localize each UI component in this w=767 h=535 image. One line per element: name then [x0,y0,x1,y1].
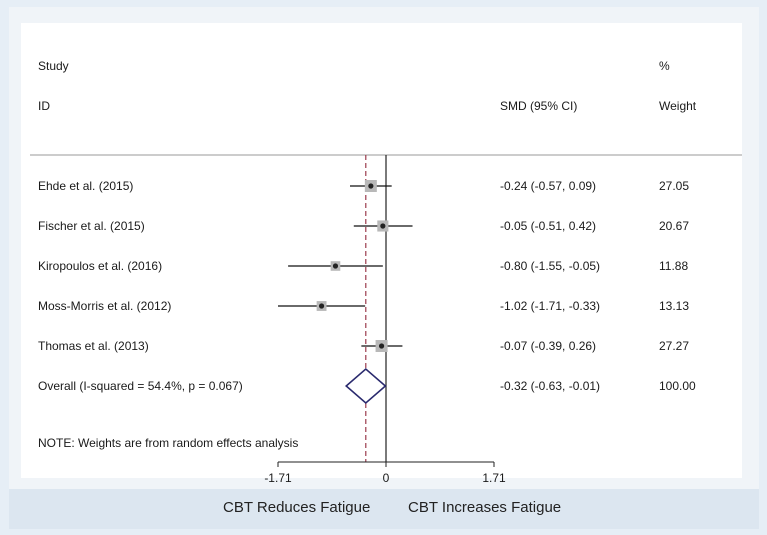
point-estimate [380,223,386,229]
footer-band [9,489,759,529]
header-smd: SMD (95% CI) [500,99,577,113]
study-label: Moss-Morris et al. (2012) [38,299,171,313]
point-estimate [318,303,325,309]
overall-diamond [344,367,387,405]
ci-text: -0.05 (-0.51, 0.42) [500,219,596,233]
study-label: Fischer et al. (2015) [38,219,145,233]
footer-right-label: CBT Increases Fatigue [408,499,562,516]
weight-text: 13.13 [659,299,689,313]
weight-text: 27.05 [659,179,689,193]
overall-label: Overall (I-squared = 54.4%, p = 0.067) [38,379,243,393]
overall-ci-text: -0.32 (-0.63, -0.01) [500,379,600,393]
plot-panel [21,23,742,478]
note-text: NOTE: Weights are from random effects an… [38,436,298,450]
point-estimate [332,263,339,269]
study-label: Thomas et al. (2013) [38,339,149,353]
ci-text: -0.07 (-0.39, 0.26) [500,339,596,353]
header-weight: Weight [659,99,697,113]
x-tick-label: 0 [383,471,390,485]
header-percent: % [659,59,670,73]
overall-weight-text: 100.00 [659,379,696,393]
weight-text: 27.27 [659,339,689,353]
header-id: ID [38,99,50,113]
point-estimate [378,343,385,349]
study-label: Ehde et al. (2015) [38,179,133,193]
weight-text: 20.67 [659,219,689,233]
x-tick-label: 1.71 [482,471,506,485]
point-estimate [368,183,374,189]
weight-text: 11.88 [659,259,688,273]
ci-text: -0.80 (-1.55, -0.05) [500,259,600,273]
study-label: Kiropoulos et al. (2016) [38,259,162,273]
forest-marks: -1.71 0 1.71 Ehde et al. (2015) -0.24 (-0.57… [38,155,696,485]
header-study: Study [38,59,69,73]
x-tick-label: -1.71 [264,471,292,485]
footer-left-label: CBT Reduces Fatigue [223,499,371,516]
ci-text: -1.02 (-1.71, -0.33) [500,299,600,313]
ci-text: -0.24 (-0.57, 0.09) [500,179,596,193]
